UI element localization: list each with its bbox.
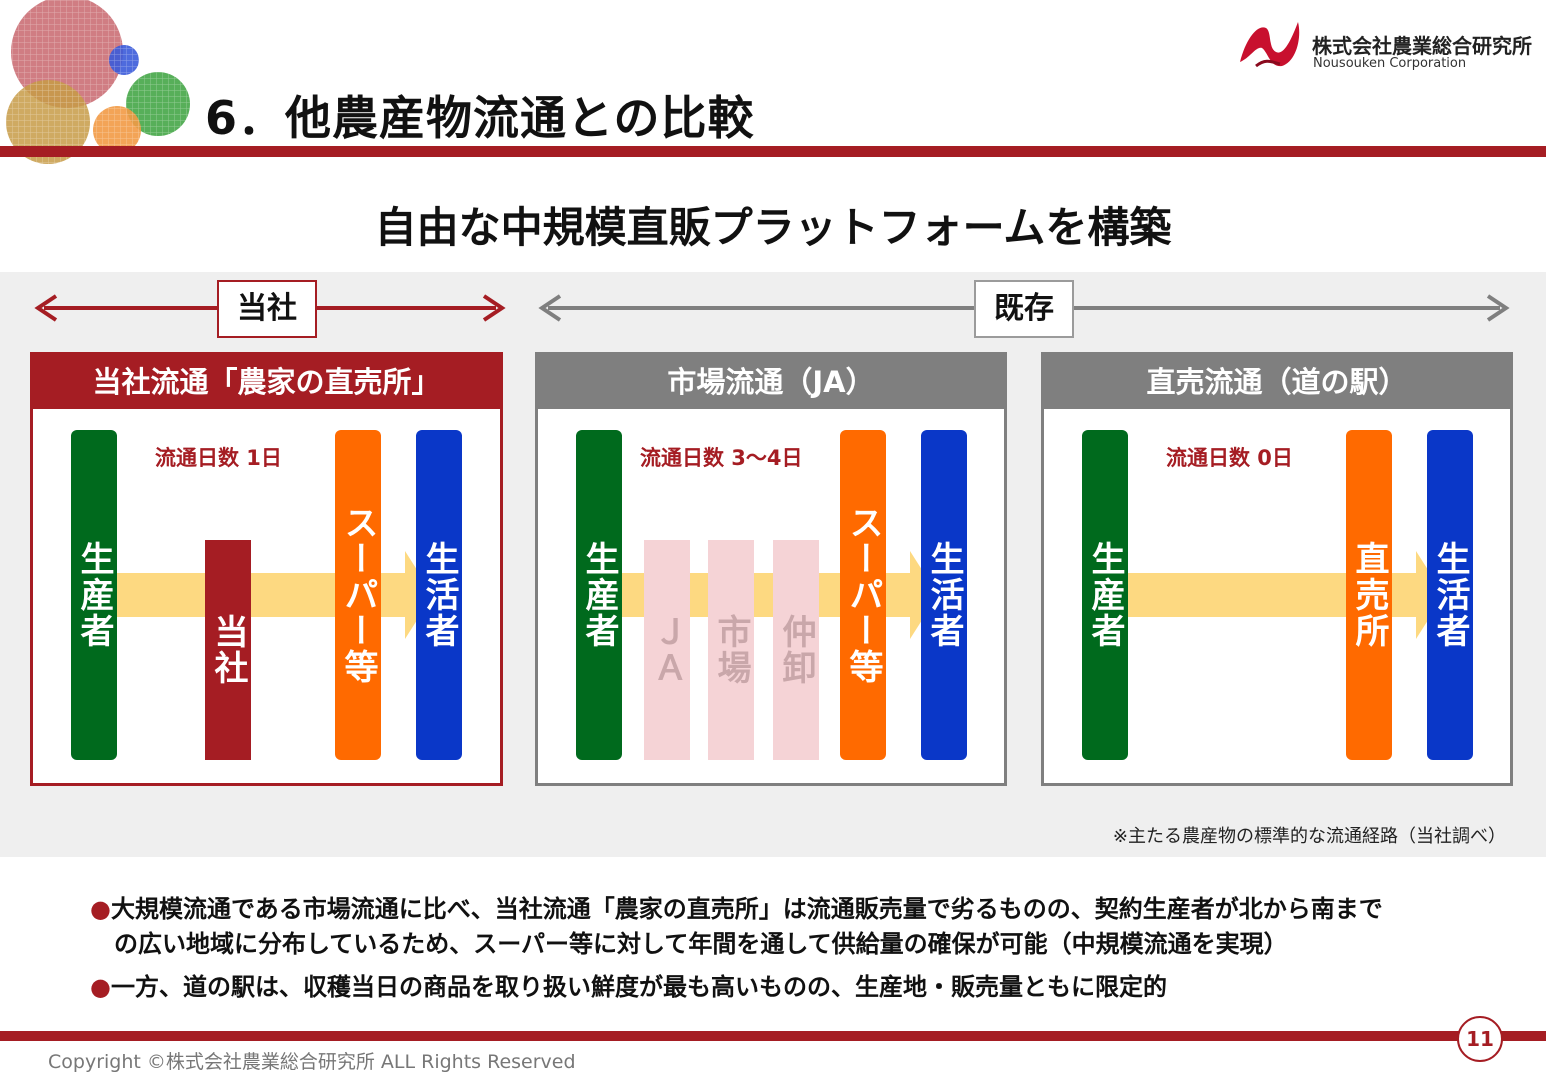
producer-bar: 生産者 [71,430,117,760]
bullet-1-text-cont: の広い地域に分布しているため、スーパー等に対して年間を通して供給量の確保が可能（… [114,930,1288,958]
page-title: 6．他農産物流通との比較 [205,91,755,145]
slide-subtitle: 自由な中規模直販プラットフォームを構築 [374,203,1172,252]
group-label-ours: 当社 [217,280,317,338]
title-divider [0,146,1546,157]
bullet-2: ●一方、道の駅は、収穫当日の商品を取り扱い鮮度が最も高いものの、生産地・販売量と… [90,970,1167,1005]
consumer-bar: 生活者 [921,430,967,760]
consumer-bar: 生活者 [416,430,462,760]
panel-ours: 当社流通「農家の直売所」 流通日数 1日 生産者 当社 スーパー等 生活者 [30,352,503,786]
panel-direct-title: 直売流通（道の駅） [1044,355,1510,409]
panel-market-days: 流通日数 3～4日 [640,446,803,470]
panel-direct-days: 流通日数 0日 [1166,446,1293,470]
panel-market: 市場流通（JA） 流通日数 3～4日 生産者 ＪＡ 市場 仲卸 スーパー等 生活… [535,352,1007,786]
bullet-1: ●大規模流通である市場流通に比べ、当社流通「農家の直売所」は流通販売量で劣るもの… [90,892,1383,962]
supermarket-bar: スーパー等 [335,430,381,760]
company-logo-icon [1240,22,1300,68]
panel-market-title: 市場流通（JA） [538,355,1004,409]
company-name-jp: 株式会社農業総合研究所 [1312,34,1532,58]
supermarket-bar: スーパー等 [840,430,886,760]
bullet-dot-icon: ● [90,895,111,923]
panel-direct: 直売流通（道の駅） 流通日数 0日 生産者 直売所 生活者 [1041,352,1513,786]
ours-company-bar: 当社 [205,540,251,760]
intermediate-wholesaler-bar: 仲卸 [773,540,819,760]
bullet-dot-icon: ● [90,973,111,1001]
page-number: 11 [1457,1016,1503,1062]
direct-sales-station-bar: 直売所 [1346,430,1392,760]
bullet-1-text: 大規模流通である市場流通に比べ、当社流通「農家の直売所」は流通販売量で劣るものの… [110,895,1383,923]
panel-ours-days: 流通日数 1日 [155,446,282,470]
footer-divider [0,1031,1546,1041]
producer-bar: 生産者 [1082,430,1128,760]
company-name-en: Nousouken Corporation [1313,56,1467,71]
panel-ours-title: 当社流通「農家の直売所」 [33,355,500,409]
ja-bar: ＪＡ [644,540,690,760]
copyright: Copyright ©株式会社農業総合研究所 ALL Rights Reserv… [48,1051,576,1073]
wholesale-market-bar: 市場 [708,540,754,760]
bullet-2-text: 一方、道の駅は、収穫当日の商品を取り扱い鮮度が最も高いものの、生産地・販売量とも… [110,973,1167,1001]
decorative-circles [6,0,190,164]
flow-arrow [1126,551,1444,639]
flow-arrow [115,551,433,639]
source-note: ※主たる農産物の標準的な流通経路（当社調べ） [1112,826,1506,847]
consumer-bar: 生活者 [1427,430,1473,760]
producer-bar: 生産者 [576,430,622,760]
group-label-existing: 既存 [974,280,1074,338]
